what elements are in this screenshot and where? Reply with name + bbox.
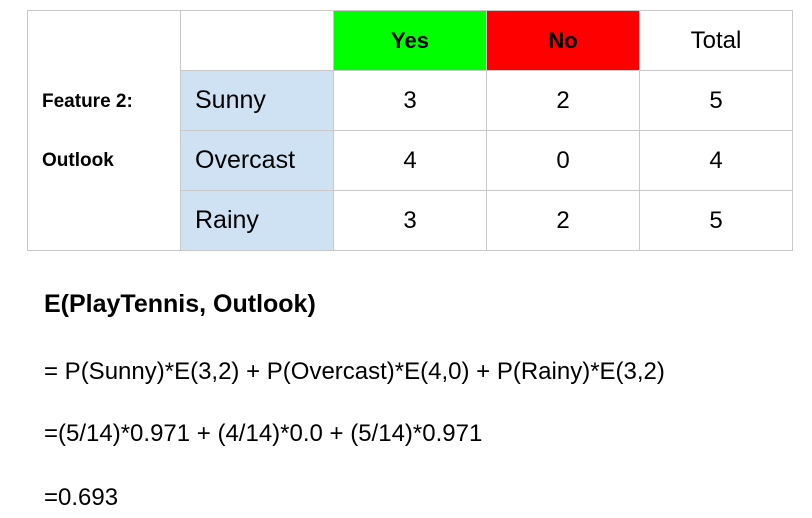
- yes-count: 3: [333, 190, 487, 251]
- no-count: 0: [486, 130, 640, 191]
- total-count: 5: [639, 190, 793, 251]
- yes-count: 3: [333, 70, 487, 131]
- frequency-table: Feature 2: Outlook Yes No Total Sunny 3 …: [27, 10, 793, 251]
- total-header: Total: [639, 10, 793, 71]
- row-label-rainy: Rainy: [180, 190, 334, 251]
- row-label-sunny: Sunny: [180, 70, 334, 131]
- formula-line-substitution: =(5/14)*0.971 + (4/14)*0.0 + (5/14)*0.97…: [44, 420, 483, 447]
- table-row: Rainy 3 2 5: [28, 190, 793, 251]
- feature-name: Outlook: [42, 149, 114, 171]
- table-header-row: Feature 2: Outlook Yes No Total: [27, 10, 793, 251]
- no-count: 2: [486, 70, 640, 131]
- yes-header: Yes: [333, 10, 487, 71]
- no-count: 2: [486, 190, 640, 251]
- yes-count: 4: [333, 130, 487, 191]
- feature-cell: Feature 2: Outlook: [27, 10, 181, 251]
- table-row: Overcast 4 0 4: [28, 130, 793, 191]
- total-count: 5: [639, 70, 793, 131]
- formula-line-expansion: = P(Sunny)*E(3,2) + P(Overcast)*E(4,0) +…: [44, 358, 665, 385]
- no-header: No: [486, 10, 640, 71]
- feature-label: Feature 2:: [42, 90, 133, 112]
- total-count: 4: [639, 130, 793, 191]
- empty-header-cell: [180, 10, 334, 71]
- formula-title: E(PlayTennis, Outlook): [44, 290, 316, 318]
- formula-line-result: =0.693: [44, 484, 119, 511]
- row-label-overcast: Overcast: [180, 130, 334, 191]
